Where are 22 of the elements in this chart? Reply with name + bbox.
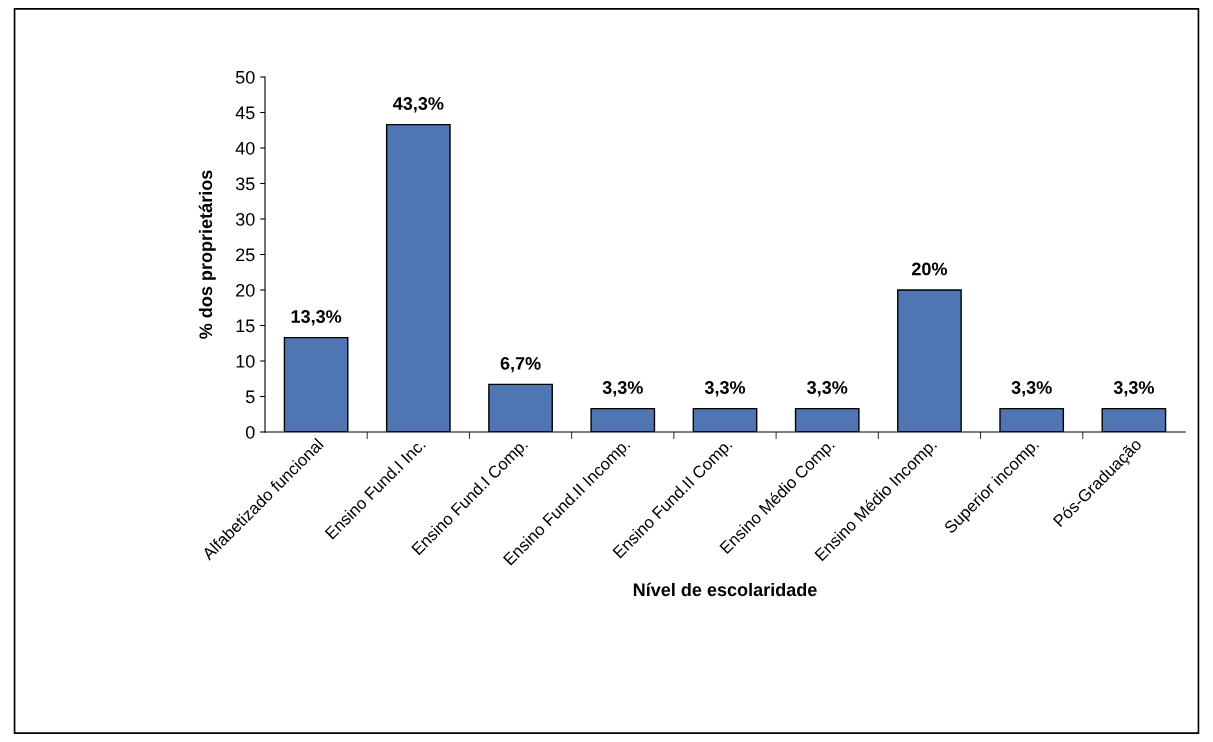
y-tick-label: 10: [236, 354, 255, 368]
y-tick-label: 35: [235, 177, 255, 191]
y-tick-label: 20: [236, 283, 255, 297]
y-tick-label: 0: [245, 425, 255, 439]
data-label: 3,3%: [602, 381, 643, 397]
data-label: 3,3%: [1011, 381, 1052, 397]
data-label: 20%: [912, 262, 948, 276]
data-label: 6,7%: [500, 356, 541, 373]
data-label: 13,3%: [291, 310, 342, 326]
y-tick-label: 5: [245, 390, 255, 404]
data-label: 3,3%: [704, 381, 746, 397]
data-label: 3,3%: [807, 381, 848, 397]
data-label: 43,3%: [393, 97, 444, 113]
y-tick-label: 25: [236, 248, 255, 262]
y-tick-label: 40: [235, 141, 255, 155]
y-tick-label: 45: [235, 106, 255, 120]
y-tick-label: 50: [235, 70, 255, 84]
data-label: 3,3%: [1113, 381, 1154, 397]
y-tick-label: 15: [236, 319, 255, 333]
y-tick-label: 30: [235, 212, 255, 226]
y-axis-title: % dos proprietários: [198, 170, 216, 339]
x-axis-title: Nível de escolaridade: [633, 582, 817, 597]
